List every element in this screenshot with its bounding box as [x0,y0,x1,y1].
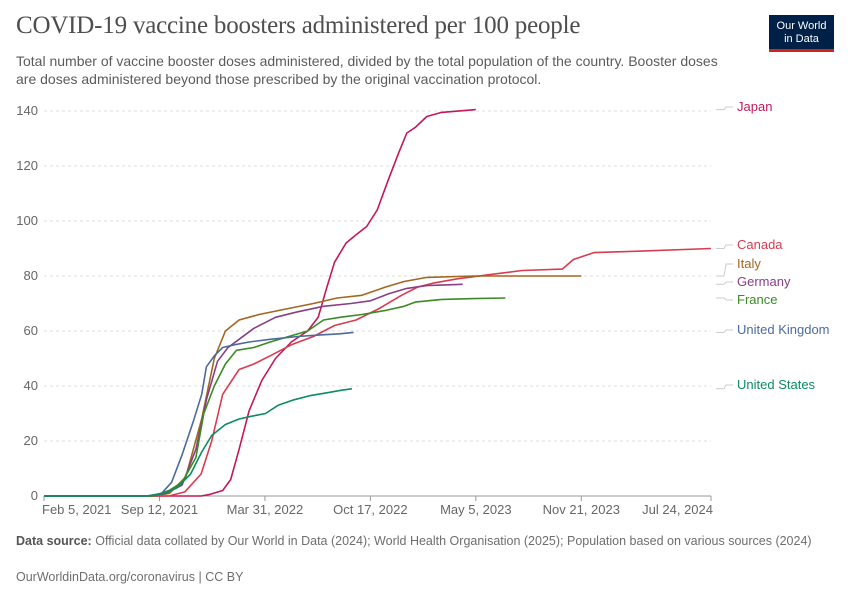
series-label-japan: Japan [737,99,772,114]
x-tick-label: Sep 12, 2021 [121,502,198,517]
y-tick-label: 100 [16,213,38,228]
series-line-canada [44,247,712,497]
y-tick-label: 0 [31,488,38,503]
series-line-france [44,297,506,497]
chart-title: COVID-19 vaccine boosters administered p… [16,12,581,39]
y-tick-label: 20 [24,433,38,448]
x-axis: Feb 5, 2021 Sep 12, 2021 Mar 31, 2022 Oct 1… [42,495,713,517]
x-tick-label: Nov 21, 2023 [543,502,620,517]
y-tick-label: 80 [24,268,38,283]
series-label-italy: Italy [737,256,761,271]
series-labels: Japan Canada Italy Germany France United King… [716,99,830,392]
grid-lines [44,110,711,442]
x-tick-label: Oct 17, 2022 [333,502,407,517]
series-lines [44,108,712,497]
label-connector [716,106,733,111]
series-line-united-states [44,388,353,497]
y-tick-label: 40 [24,378,38,393]
series-label-united-kingdom: United Kingdom [737,322,830,337]
series-line-germany [44,283,463,497]
series-label-germany: Germany [737,274,791,289]
label-connector [716,329,733,333]
y-tick-label: 120 [16,158,38,173]
data-source-text: Official data collated by Our World in D… [95,534,812,548]
y-tick-label: 60 [24,323,38,338]
x-tick-label: Feb 5, 2021 [42,502,111,517]
x-tick-label: May 5, 2023 [440,502,512,517]
y-axis: 0 20 40 60 80 100 120 140 [16,103,38,503]
label-connector [716,244,733,249]
series-label-canada: Canada [737,237,783,252]
label-connector [716,297,733,301]
series-label-united-states: United States [737,377,816,392]
series-label-france: France [737,292,777,307]
chart-subtitle: Total number of vaccine booster doses ad… [16,53,718,87]
owid-logo[interactable]: Our World in Data [769,15,834,52]
data-source: Data source: Official data collated by O… [16,533,816,549]
footer-url[interactable]: OurWorldinData.org/coronavirus | CC BY [16,570,244,584]
logo-line-2: in Data [784,33,819,45]
series-line-united-kingdom [44,331,354,497]
label-connector [716,281,733,285]
y-tick-label: 140 [16,103,38,118]
logo-line-1: Our World [776,20,827,32]
x-tick-label: Mar 31, 2022 [227,502,304,517]
label-connector [716,384,733,390]
data-source-label: Data source: [16,534,92,548]
label-connector [716,263,733,277]
series-line-japan [44,108,476,497]
x-tick-label: Jul 24, 2024 [642,502,713,517]
